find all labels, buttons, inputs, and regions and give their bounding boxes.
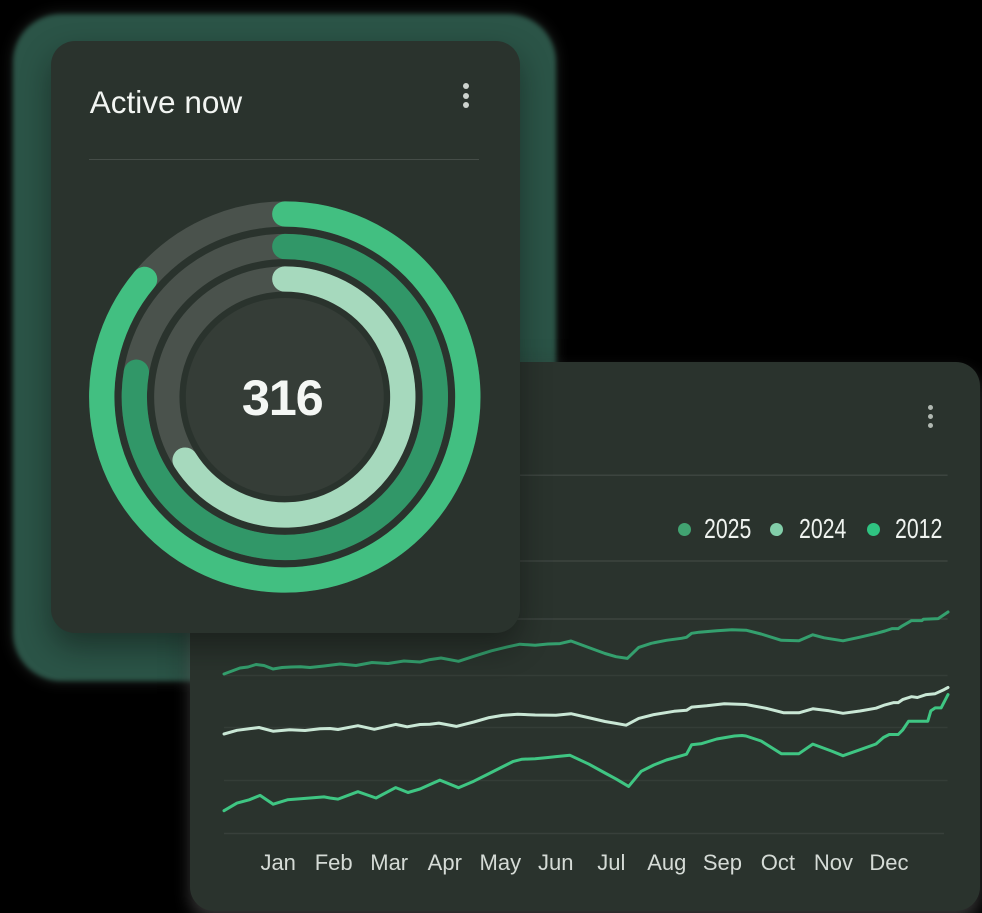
svg-text:316: 316	[242, 369, 323, 426]
